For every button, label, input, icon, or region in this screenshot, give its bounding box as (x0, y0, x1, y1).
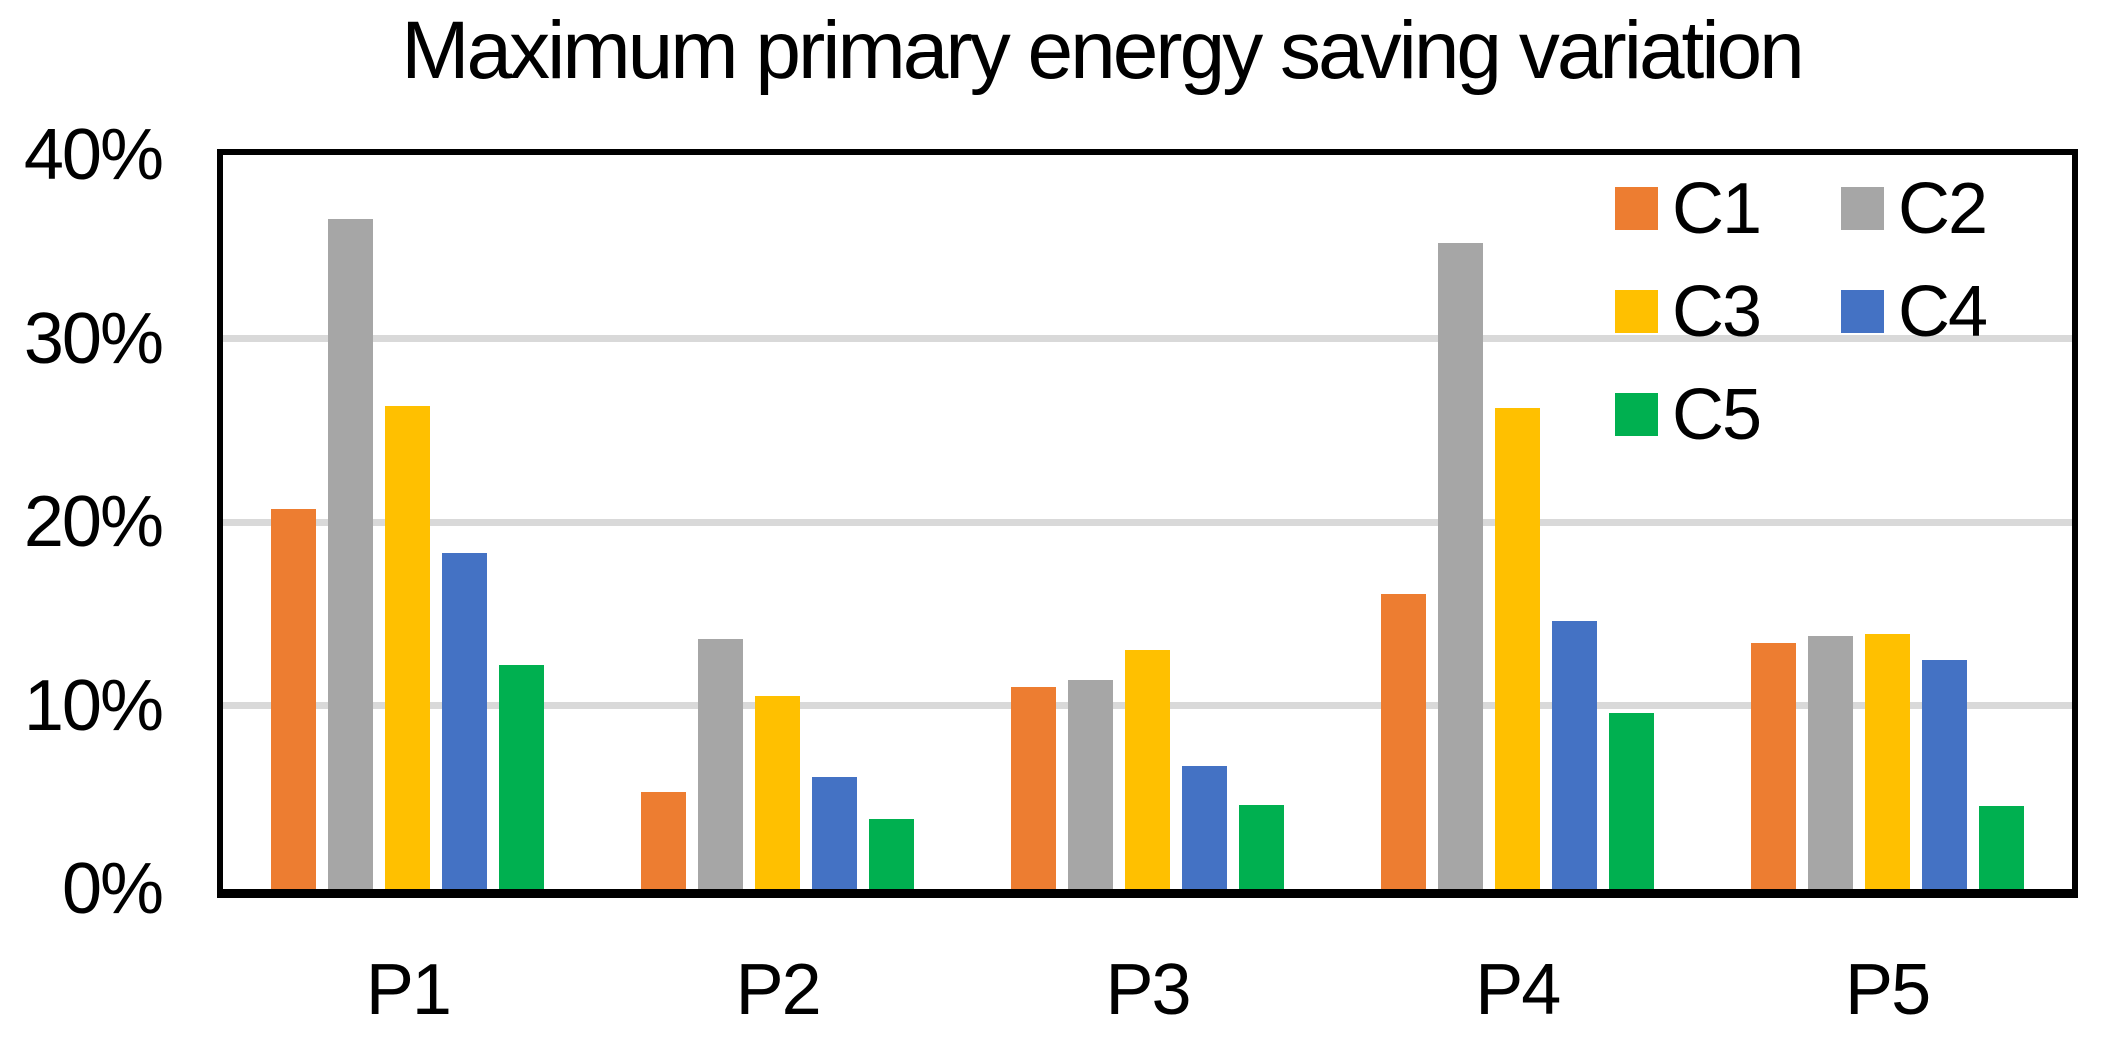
legend-swatch-C4 (1841, 290, 1884, 333)
bar-P4-C2 (1437, 243, 1483, 889)
bar-P4-C4 (1551, 621, 1597, 889)
legend-label-C3: C3 (1672, 271, 1762, 352)
bar-P3-C4 (1181, 766, 1227, 889)
bar-P1-C4 (442, 553, 488, 889)
legend-swatch-C3 (1615, 290, 1658, 333)
bar-P4-C3 (1494, 408, 1540, 889)
y-tick-label-30%: 30% (23, 299, 164, 379)
bar-P2-C4 (812, 777, 858, 889)
x-tick-label-P4: P4 (1475, 950, 1561, 1030)
bar-P1-C1 (271, 509, 317, 889)
y-tick-label-20%: 20% (23, 482, 164, 562)
x-tick-label-P3: P3 (1105, 950, 1191, 1030)
legend-label-C1: C1 (1672, 168, 1762, 249)
x-tick-label-P2: P2 (735, 950, 822, 1030)
bar-P1-C3 (385, 406, 431, 889)
bar-P5-C1 (1750, 643, 1796, 889)
legend-swatch-C2 (1841, 187, 1884, 230)
plot-area: C1 C2 C3 C4 C5 (217, 149, 2078, 898)
bar-P1-C5 (499, 665, 545, 889)
bar-P5-C4 (1921, 660, 1967, 889)
bar-group-P3 (963, 155, 1333, 889)
legend-label-C5: C5 (1672, 374, 1762, 455)
legend-item-C2: C2 (1841, 168, 1988, 249)
legend: C1 C2 C3 C4 C5 (1615, 157, 1988, 466)
bar-P4-C1 (1380, 594, 1426, 889)
bar-P2-C1 (641, 792, 687, 889)
y-tick-label-10%: 10% (23, 666, 164, 746)
bar-group-P1 (223, 155, 593, 889)
bar-P3-C2 (1067, 680, 1113, 889)
legend-label-C2: C2 (1898, 168, 1988, 249)
y-axis-labels: 40% 30% 20% 10% 0% (0, 0, 164, 1045)
bar-P5-C5 (1978, 806, 2024, 889)
bar-groups (223, 155, 2072, 889)
bar-P2-C2 (698, 639, 744, 889)
bar-P5-C2 (1807, 636, 1853, 889)
bar-P3-C3 (1124, 650, 1170, 889)
bar-P2-C3 (755, 696, 801, 889)
bar-P3-C1 (1010, 687, 1056, 889)
legend-item-C1: C1 (1615, 173, 1841, 245)
x-tick-label-P5: P5 (1845, 950, 1931, 1030)
legend-swatch-C1 (1615, 187, 1658, 230)
legend-item-C4: C4 (1841, 271, 1988, 352)
bar-group-P5 (1702, 155, 2072, 889)
bar-P1-C2 (328, 219, 374, 889)
bar-group-P4 (1332, 155, 1702, 889)
bar-P5-C3 (1864, 634, 1910, 889)
bar-group-P2 (593, 155, 963, 889)
legend-label-C4: C4 (1898, 271, 1988, 352)
x-axis-labels: P1 P2 P3 P4 P5 (223, 950, 2072, 1030)
x-tick-label-P1: P1 (365, 950, 452, 1030)
y-tick-label-0%: 0% (61, 849, 164, 929)
chart-title: Maximum primary energy saving variation (401, 5, 1805, 96)
bar-P2-C5 (869, 819, 915, 889)
gridline-30% (223, 335, 2072, 342)
legend-item-C3: C3 (1615, 276, 1841, 348)
legend-item-C5: C5 (1615, 379, 1841, 451)
bar-P4-C5 (1608, 713, 1654, 889)
legend-swatch-C5 (1615, 393, 1658, 436)
gridline-20% (223, 519, 2072, 526)
bar-P3-C5 (1238, 805, 1284, 889)
y-tick-label-40%: 40% (23, 115, 164, 195)
